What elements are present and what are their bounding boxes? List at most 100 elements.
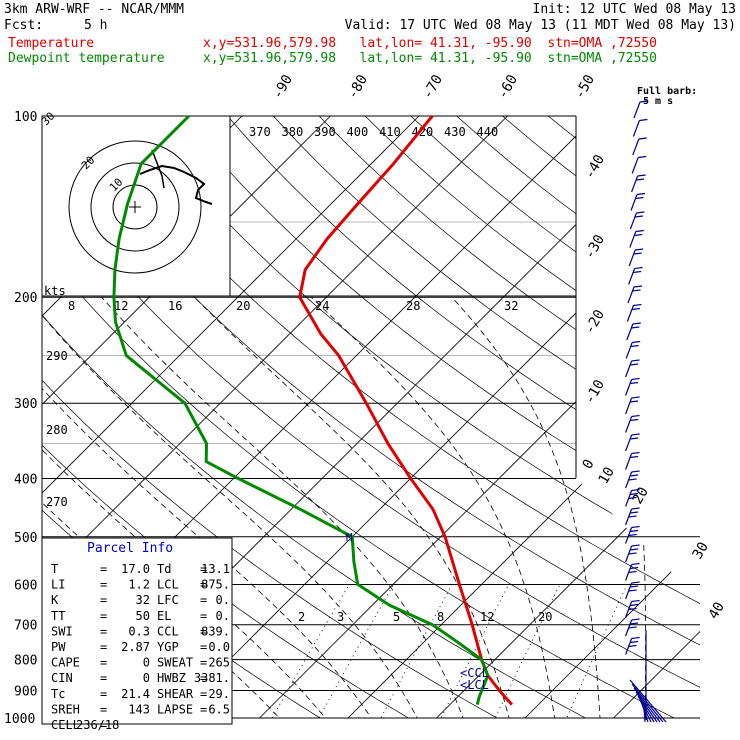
parcel-info-panel — [41, 537, 233, 725]
melting-annotation: M — [346, 531, 353, 544]
parcel-row-value: 236/18 — [76, 718, 119, 732]
isotherm-label: -60 — [495, 72, 522, 102]
dry-adiabat-420 — [456, 116, 700, 718]
wind-barb-flag — [630, 418, 639, 422]
moist-adiabat-5 — [42, 296, 380, 718]
ccl-annotation: <CCL — [460, 666, 489, 680]
temperature-legend: Temperature — [8, 36, 95, 51]
dry-adiabat-370 — [227, 116, 700, 718]
wind-barb-flag — [630, 640, 639, 644]
wind-barb-flag — [631, 636, 640, 640]
wind-barb-low — [633, 687, 661, 723]
isotherm-label: -70 — [420, 72, 447, 102]
wind-barb-flag — [637, 174, 646, 177]
pressure-tick-600: 600 — [14, 578, 37, 593]
isotherm-label: 40 — [706, 599, 728, 622]
parcel-row-value-b: 0.0 — [208, 640, 230, 654]
hodograph-speed-tick: 20 — [236, 299, 250, 313]
barb-legend-units: 5 m s — [643, 96, 673, 107]
wind-barb-flag — [639, 100, 649, 103]
wind-barb-flag — [631, 599, 640, 603]
wind-barb-flag — [628, 515, 637, 518]
theta-label: 440 — [477, 125, 499, 139]
pressure-tick-200: 200 — [14, 291, 37, 306]
parcel-row-value-b: 0. — [216, 609, 230, 623]
isotherm--60 — [42, 116, 420, 718]
parcel-row-eq-b: = — [200, 562, 207, 576]
parcel-row-eq: = — [100, 609, 107, 623]
wind-barb — [625, 342, 633, 359]
wind-barb-low — [631, 683, 664, 723]
dry-adiabat-390 — [318, 116, 700, 718]
wind-barb-flag — [636, 211, 645, 214]
parcel-row-label-b: SHEAR — [157, 687, 194, 701]
parcel-row-eq: = — [100, 578, 107, 592]
parcel-row-value-b: 0. — [216, 593, 230, 607]
pressure-tick-800: 800 — [14, 654, 37, 669]
wind-barb-flag — [630, 344, 639, 348]
wind-barb-flag — [632, 289, 641, 292]
wind-barb-flag — [630, 548, 639, 551]
parcel-row-label-b: EL — [157, 609, 171, 623]
parcel-row-label-b: LCL — [157, 578, 179, 592]
wind-barb — [625, 434, 633, 452]
wind-barb-flag — [635, 248, 644, 251]
parcel-row-eq-b: = — [200, 640, 207, 654]
wind-barb — [628, 249, 636, 267]
parcel-row-value: 143 — [128, 702, 150, 716]
wind-barb-flag — [631, 488, 640, 492]
hodograph-ring — [68, 140, 202, 274]
wind-barb-flag — [630, 381, 639, 385]
dewpoint-station-info: x,y=531.96,579.98 lat,lon= 41.31, -95.90… — [203, 51, 657, 66]
hodograph-unit-label: kts — [44, 284, 66, 298]
wind-barb-flag — [633, 303, 642, 307]
mixing-ratio-label: 20 — [538, 610, 552, 624]
parcel-row-value-b: 13.1 — [201, 562, 230, 576]
pressure-tick-900: 900 — [14, 684, 37, 699]
isotherm-label: 0 — [580, 457, 598, 472]
wind-barb-flag — [630, 603, 639, 607]
wind-barb — [628, 268, 636, 285]
parcel-row-label: TT — [51, 609, 65, 623]
theta-label: 390 — [314, 125, 336, 139]
wind-barb-flag — [635, 196, 644, 200]
parcel-row-label: PW — [51, 640, 66, 654]
barb-legend-title: Full barb: — [637, 86, 697, 97]
hodograph-trace-upper — [151, 149, 165, 189]
dewpoint-legend: Dewpoint temperature — [8, 51, 165, 66]
theta-label: 410 — [379, 125, 401, 139]
valid-time: Valid: 17 UTC Wed 08 May 13 (11 MDT Wed … — [344, 18, 736, 33]
parcel-row-value-b: 839. — [201, 624, 230, 638]
isotherm-label: -90 — [270, 72, 297, 102]
dry-adiabat-350 — [135, 116, 700, 718]
parcel-row-label-b: Td — [157, 562, 171, 576]
temperature-station-info: x,y=531.96,579.98 lat,lon= 41.31, -95.90… — [203, 36, 657, 51]
theta-left-label: 290 — [46, 349, 68, 363]
parcel-row-label: K — [51, 593, 59, 607]
wind-barb — [633, 101, 641, 119]
wind-barb — [627, 286, 635, 304]
theta-label: 380 — [282, 125, 304, 139]
dry-adiabat-410 — [410, 116, 700, 718]
parcel-row-eq: = — [100, 562, 107, 576]
wind-barb-flag — [631, 433, 640, 436]
wind-barb — [629, 231, 637, 248]
wind-barb-flag — [631, 544, 640, 547]
wind-barb-flag — [631, 507, 640, 510]
parcel-row-eq-b: = — [200, 609, 207, 623]
parcel-row-label: LI — [51, 578, 65, 592]
parcel-row-label-b: LFC — [157, 593, 179, 607]
pressure-tick-100: 100 — [14, 110, 37, 125]
wind-barb-flag — [632, 322, 641, 325]
isotherm-label: -30 — [582, 232, 609, 262]
parcel-row-label-b: LAPSE — [157, 702, 193, 716]
theta-label: 400 — [347, 125, 369, 139]
wind-barb-flag — [630, 437, 639, 440]
parcel-row-eq-b: = — [200, 687, 207, 701]
isotherm-label: -80 — [345, 72, 372, 102]
wind-barb — [625, 416, 633, 433]
wind-barb-flag — [628, 478, 637, 481]
wind-barb-flag — [636, 178, 645, 181]
wind-barb — [625, 360, 633, 378]
